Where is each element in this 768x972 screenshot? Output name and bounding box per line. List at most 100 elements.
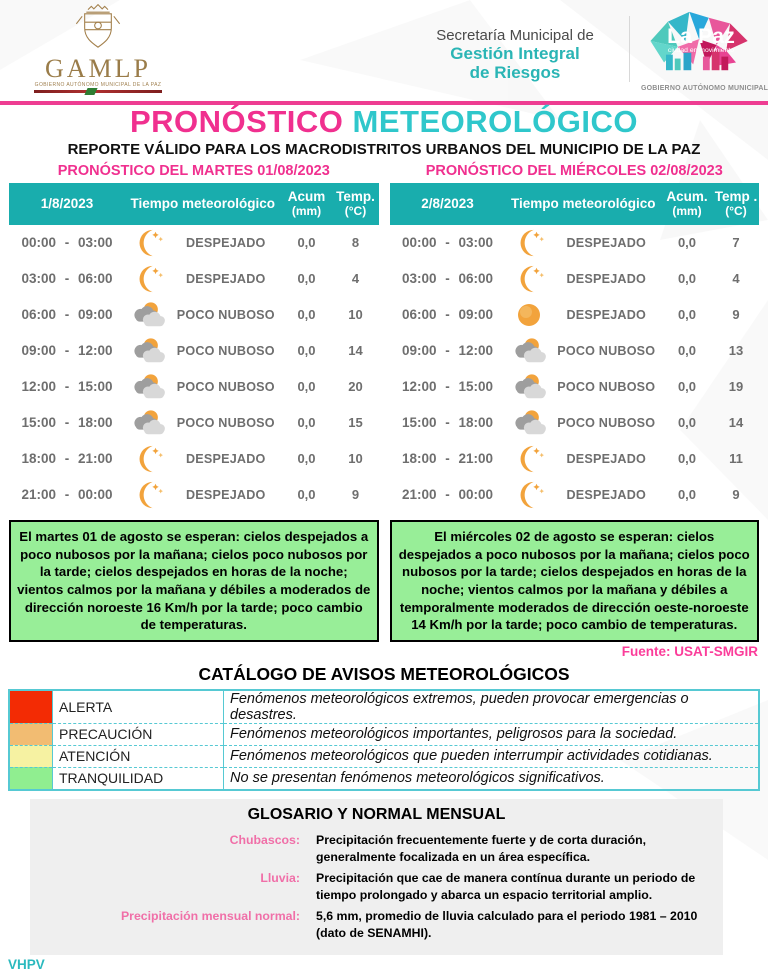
glossary-section: GLOSARIO Y NORMAL MENSUAL Chubascos: Prec… (30, 798, 723, 955)
catalog-row-atencion: ATENCIÓN Fenómenos meteorológicos que pue… (9, 745, 759, 768)
footer-initials: VHPV (8, 956, 45, 972)
forecast-column-wednesday: PRONÓSTICO DEL MIÉRCOLES 02/08/2023 2/8/… (389, 161, 760, 659)
temp-value-cell: 14 (728, 415, 744, 431)
time-range-cell: 18:00 - 21:00 (21, 451, 113, 467)
acum-value-cell: 0,0 (297, 235, 316, 251)
table-row: 09:00 - 12:00 POCO NUBOSO 0,0 13 (390, 333, 760, 369)
crescent-moon-icon (520, 229, 544, 257)
table-title-wednesday: PRONÓSTICO DEL MIÉRCOLES 02/08/2023 (425, 162, 723, 179)
temp-value-cell: 9 (732, 307, 740, 323)
condition-cell: DESPEJADO (566, 451, 646, 466)
time-range-cell: 12:00 - 15:00 (401, 379, 494, 395)
temp-value-cell: 14 (348, 343, 363, 359)
table-row: 00:00 - 03:00 DESPEJADO 0,0 7 (390, 225, 760, 261)
col-header-date: 1/8/2023 (9, 182, 125, 225)
alert-level-label: ALERTA (52, 689, 224, 724)
glossary-rows: Chubascos: Precipitación frecuentemente f… (30, 832, 723, 942)
alert-level-description: No se presentan fenómenos meteorológicos… (223, 767, 759, 790)
col-header-acum: Acum (mm) (280, 182, 333, 225)
table-row: 00:00 - 03:00 DESPEJADO 0,0 8 (9, 225, 379, 261)
forecast-table-wednesday: 2/8/2023 Tiempo meteorológico Acum. (mm) … (389, 182, 760, 513)
page-title: PRONÓSTICO METEOROLÓGICO (0, 104, 768, 139)
weather-icon-cell (506, 405, 552, 441)
temp-value-cell: 9 (351, 487, 360, 503)
temp-value-cell: 11 (729, 451, 743, 467)
page-subtitle: REPORTE VÁLIDO PARA LOS MACRODISTRITOS U… (67, 140, 701, 158)
forecast-columns: PRONÓSTICO DEL MARTES 01/08/2023 1/8/202… (0, 161, 768, 659)
gamlp-logo: GAMLP GOBIERNO AUTÓNOMO MUNICIPAL DE LA … (26, 3, 170, 95)
acum-value-cell: 0,0 (297, 307, 316, 323)
acum-value-cell: 0,0 (677, 307, 697, 323)
forecast-header-row: 1/8/2023 Tiempo meteorológico Acum (mm) T… (9, 182, 379, 225)
time-range-cell: 00:00 - 03:00 (401, 235, 494, 251)
time-range-cell: 06:00 - 09:00 (21, 307, 113, 323)
source-label: Fuente: (621, 643, 671, 659)
time-range-cell: 18:00 - 21:00 (401, 451, 494, 467)
time-range-cell: 21:00 - 00:00 (21, 487, 113, 503)
crescent-moon-icon (520, 445, 544, 473)
acum-value-cell: 0,0 (677, 451, 697, 467)
condition-cell: POCO NUBOSO (176, 415, 275, 430)
acum-value-cell: 0,0 (297, 343, 316, 359)
weather-icon-cell (506, 225, 552, 261)
acum-value-cell: 0,0 (297, 379, 316, 395)
table-row: 06:00 - 09:00 DESPEJADO 0,0 9 (390, 297, 760, 333)
time-range-cell: 21:00 - 00:00 (401, 487, 494, 503)
glossary-row: Chubascos: Precipitación frecuentemente f… (30, 832, 723, 865)
condition-cell: POCO NUBOSO (176, 343, 275, 358)
col-header-date: 2/8/2023 (389, 182, 506, 225)
glossary-term-label: Lluvia: (260, 871, 300, 886)
col-header-temp: Temp . (°C) (713, 182, 759, 225)
partly-cloudy-icon (134, 302, 165, 327)
source-note: Fuente: USAT-SMGIR (390, 643, 758, 659)
time-range-cell: 12:00 - 15:00 (21, 379, 113, 395)
secretaria-line1: Secretaría Municipal de (436, 27, 594, 44)
temp-value-cell: 7 (732, 235, 740, 251)
time-range-cell: 15:00 - 18:00 (21, 415, 113, 431)
acum-unit: (mm) (672, 204, 702, 219)
table-row: 12:00 - 15:00 POCO NUBOSO 0,0 19 (390, 369, 760, 405)
catalog-row-tranquilidad: TRANQUILIDAD No se presentan fenómenos me… (9, 767, 759, 790)
temp-value-cell: 10 (348, 451, 363, 467)
acum-label: Acum (287, 189, 326, 205)
precaucion-color-swatch (9, 723, 53, 746)
acum-value-cell: 0,0 (677, 487, 697, 503)
acum-value-cell: 0,0 (297, 415, 316, 431)
col-header-weather: Tiempo meteorológico (505, 182, 661, 225)
alert-level-label: PRECAUCIÓN (52, 723, 224, 746)
time-range-cell: 00:00 - 03:00 (21, 235, 113, 251)
crescent-moon-icon (139, 229, 163, 257)
temp-value-cell: 8 (351, 235, 360, 251)
temp-label: Temp . (714, 189, 758, 205)
acum-value-cell: 0,0 (677, 235, 697, 251)
alerta-color-swatch (9, 689, 53, 724)
condition-cell: DESPEJADO (566, 271, 646, 286)
condition-cell: POCO NUBOSO (176, 307, 275, 322)
table-row: 03:00 - 06:00 DESPEJADO 0,0 4 (9, 261, 379, 297)
condition-cell: DESPEJADO (186, 235, 266, 250)
acum-value-cell: 0,0 (677, 343, 697, 359)
glossary-definition: Precipitación que cae de manera contínua… (316, 871, 696, 902)
alert-level-label: ATENCIÓN (52, 745, 224, 768)
weather-icon-cell (125, 333, 171, 369)
acum-unit: (mm) (291, 204, 322, 219)
weather-icon-cell (125, 225, 171, 261)
ribbon-decoration (34, 88, 162, 95)
lapaz-caption: GOBIERNO AUTÓNOMO MUNICIPAL (641, 85, 768, 92)
page-title-part1: PRONÓSTICO (129, 104, 344, 139)
catalog-row-alerta: ALERTA Fenómenos meteorológicos extremos,… (9, 689, 759, 724)
crescent-moon-icon (139, 445, 163, 473)
table-row: 06:00 - 09:00 POCO NUBOSO 0,0 10 (9, 297, 379, 333)
table-row: 12:00 - 15:00 POCO NUBOSO 0,0 20 (9, 369, 379, 405)
partly-cloudy-icon (514, 410, 546, 435)
weather-icon-cell (506, 369, 552, 405)
weather-icon-cell (125, 405, 171, 441)
glossary-term-label: Chubascos: (229, 832, 300, 847)
alert-level-description: Fenómenos meteorológicos extremos, puede… (223, 689, 759, 724)
alert-level-label: TRANQUILIDAD (52, 767, 224, 790)
gamlp-caption: GOBIERNO AUTÓNOMO MUNICIPAL DE LA PAZ (34, 82, 162, 88)
table-row: 15:00 - 18:00 POCO NUBOSO 0,0 14 (390, 405, 760, 441)
time-range-cell: 09:00 - 12:00 (21, 343, 113, 359)
partly-cloudy-icon (514, 374, 546, 399)
alert-level-description: Fenómenos meteorológicos importantes, pe… (223, 723, 759, 746)
